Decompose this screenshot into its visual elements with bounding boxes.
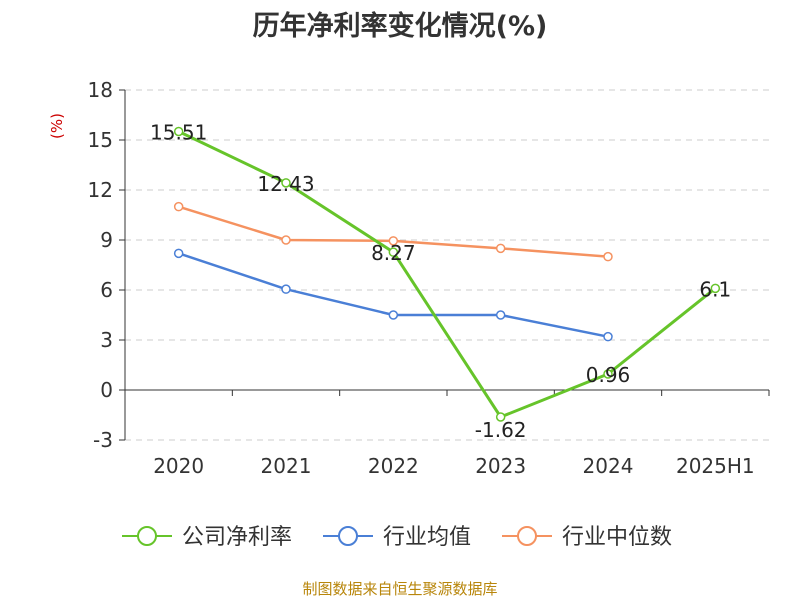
x-tick-label: 2023: [475, 454, 526, 478]
axes: -3 0 3 6 9 12 15 18 2020 2021 2022 2023 2024 2025H1: [88, 78, 770, 478]
data-label: 0.96: [586, 363, 631, 387]
data-labels: 15.51 12.43 8.27 -1.62 0.96 6.1: [150, 121, 731, 443]
series-1: [173, 248, 613, 342]
data-label: 8.27: [371, 241, 416, 265]
series-line: [178, 252, 609, 338]
data-point[interactable]: [281, 235, 291, 245]
x-tick-label: 2024: [583, 454, 634, 478]
data-point[interactable]: [388, 310, 399, 320]
y-tick-label: 6: [100, 278, 113, 302]
data-point[interactable]: [495, 412, 506, 422]
data-point[interactable]: [495, 243, 506, 254]
grid-lines: [125, 89, 769, 441]
legend-item[interactable]: 公司净利率: [122, 525, 292, 550]
legend: 公司净利率 行业均值 行业中位数: [122, 525, 672, 550]
y-tick-label: 3: [100, 328, 113, 352]
x-tick-label: 2020: [153, 454, 204, 478]
data-point[interactable]: [281, 284, 291, 294]
legend-marker: [338, 526, 358, 546]
legend-label: 行业中位数: [562, 525, 672, 550]
x-tick-label: 2025H1: [676, 454, 755, 478]
y-tick-label: 15: [88, 128, 113, 152]
source-note: 制图数据来自恒生聚源数据库: [302, 580, 498, 598]
data-point[interactable]: [388, 236, 399, 246]
legend-marker: [517, 526, 537, 546]
legend-label: 行业均值: [383, 525, 471, 550]
data-point[interactable]: [388, 247, 399, 257]
data-label: 6.1: [699, 277, 731, 301]
chart-title: 历年净利率变化情况(%): [252, 11, 548, 42]
data-point[interactable]: [173, 201, 184, 212]
data-point[interactable]: [173, 126, 184, 137]
x-tick-label: 2021: [261, 454, 312, 478]
data-point[interactable]: [281, 178, 291, 188]
series-lines: [173, 126, 721, 422]
x-tick-label: 2022: [368, 454, 419, 478]
y-axis-label: (%): [48, 113, 66, 139]
data-point[interactable]: [603, 369, 613, 379]
series-line: [178, 130, 717, 419]
legend-marker: [137, 526, 157, 546]
y-tick-label: 0: [100, 378, 113, 402]
data-point[interactable]: [173, 248, 184, 259]
data-point[interactable]: [710, 283, 721, 294]
y-tick-label: 9: [100, 228, 113, 252]
y-tick-label: 18: [88, 78, 113, 102]
y-tick-label: 12: [88, 178, 113, 202]
legend-item[interactable]: 行业中位数: [502, 525, 672, 550]
legend-label: 公司净利率: [182, 525, 292, 550]
data-point[interactable]: [495, 310, 506, 320]
y-tick-label: -3: [93, 428, 113, 452]
series-2: [173, 201, 613, 262]
data-label: -1.62: [475, 418, 527, 442]
data-point[interactable]: [603, 331, 613, 342]
data-label: 15.51: [150, 121, 207, 145]
data-label: 12.43: [257, 172, 314, 196]
legend-item[interactable]: 行业均值: [323, 525, 471, 550]
data-point[interactable]: [603, 251, 613, 262]
series-0: [173, 126, 721, 422]
